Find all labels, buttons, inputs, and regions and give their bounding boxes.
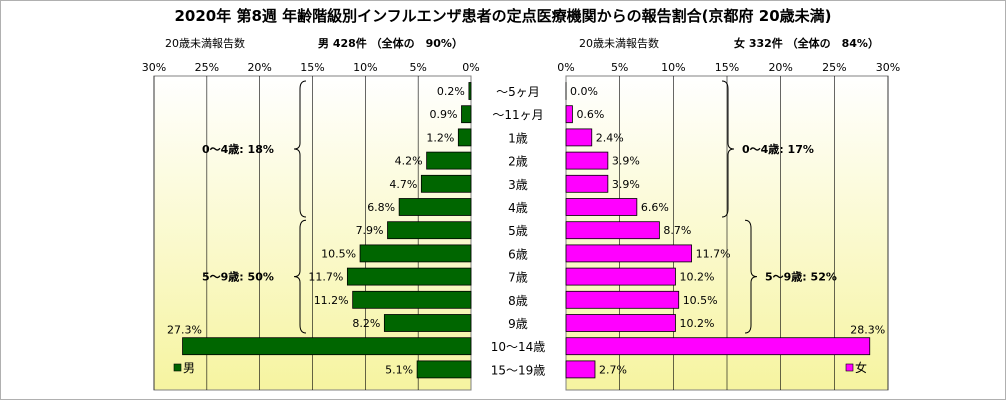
age-category-label: 5歳 (508, 224, 528, 238)
age-category-label: 7歳 (508, 271, 528, 285)
male-value-label: 0.2% (437, 85, 465, 98)
male-subtitle-total: 男 428件 （全体の 90%） (318, 36, 463, 50)
male-tick-label: 20% (247, 61, 271, 74)
female-value-label: 10.5% (683, 294, 718, 307)
male-group-brace (293, 80, 307, 218)
chart-title: 2020年 第8週 年齢階級別インフルエンザ患者の定点医療機関からの報告割合(京… (175, 7, 832, 25)
male-value-label: 4.2% (395, 155, 423, 168)
female-bar (565, 337, 871, 356)
age-category-label: 4歳 (508, 201, 528, 215)
female-subtitle-total: 女 332件 （全体の 84%） (734, 36, 879, 50)
female-value-label: 6.6% (641, 201, 669, 214)
age-category-label: 8歳 (508, 294, 528, 308)
male-value-label: 7.9% (356, 224, 384, 237)
male-value-label: 11.2% (314, 294, 349, 307)
age-category-label: 3歳 (508, 178, 528, 192)
male-value-label: 27.3% (167, 324, 202, 337)
male-tick-label: 5% (409, 61, 426, 74)
female-bar (565, 105, 573, 124)
female-bar (565, 198, 638, 216)
age-category-label: ～11ヶ月 (492, 108, 543, 122)
male-bar (359, 244, 472, 263)
female-value-label: 10.2% (679, 271, 714, 284)
age-category-label: ～5ヶ月 (496, 85, 540, 99)
female-value-label: 3.9% (612, 178, 640, 191)
male-bar (468, 82, 472, 100)
female-legend-label: 女 (855, 360, 867, 375)
female-tick-label: 0% (557, 61, 574, 74)
male-tick-label: 10% (353, 61, 377, 74)
male-legend-swatch (173, 363, 182, 372)
male-bar (416, 360, 472, 379)
age-category-label: 6歳 (508, 247, 528, 261)
male-tick-label: 0% (462, 61, 479, 74)
female-bar (565, 128, 593, 147)
female-tick-label: 30% (876, 61, 900, 74)
female-value-label: 3.9% (612, 155, 640, 168)
male-tick-label: 30% (142, 61, 166, 74)
age-category-label: 9歳 (508, 317, 528, 331)
female-value-label: 2.4% (596, 131, 624, 144)
female-value-label: 8.7% (663, 224, 691, 237)
male-value-label: 4.7% (389, 178, 417, 191)
male-value-label: 6.8% (367, 201, 395, 214)
male-value-label: 10.5% (321, 247, 356, 260)
male-value-label: 8.2% (352, 317, 380, 330)
male-bar (352, 290, 472, 309)
female-value-label: 0.0% (570, 85, 598, 98)
male-value-label: 11.7% (308, 271, 343, 284)
male-bar (398, 198, 472, 216)
male-group-brace (293, 219, 307, 334)
female-tick-label: 5% (611, 61, 628, 74)
male-bar (461, 105, 472, 124)
female-group-label: 0～4歳: 17% (742, 142, 814, 156)
male-legend-label: 男 (183, 361, 195, 375)
male-bar (346, 267, 472, 286)
male-bar (383, 314, 472, 332)
female-value-label: 11.7% (696, 247, 731, 260)
female-bar (565, 174, 609, 193)
female-bar (565, 244, 692, 263)
male-bar (182, 337, 472, 356)
female-group-label: 5～9歳: 52% (765, 270, 837, 284)
male-tick-label: 25% (195, 61, 219, 74)
age-category-label: 15～19歳 (491, 363, 546, 377)
male-bar (420, 174, 472, 193)
female-subtitle-count-label: 20歳未満報告数 (579, 37, 659, 50)
female-bar (565, 290, 680, 309)
female-value-label: 2.7% (599, 363, 627, 376)
male-value-label: 5.1% (385, 363, 413, 376)
female-bar (565, 267, 676, 286)
female-group-brace (744, 219, 758, 334)
female-value-label: 10.2% (679, 317, 714, 330)
female-bar (565, 151, 609, 170)
male-bar (457, 128, 472, 147)
age-category-label: 1歳 (508, 131, 528, 145)
male-group-label: 5～9歳: 50% (202, 270, 274, 284)
age-category-label: 10～14歳 (491, 340, 546, 354)
female-legend-swatch (845, 363, 854, 372)
female-value-label: 0.6% (576, 108, 604, 121)
male-group-label: 0～4歳: 18% (202, 142, 274, 156)
female-bar (565, 221, 660, 240)
female-tick-label: 25% (822, 61, 846, 74)
male-bar (387, 221, 472, 240)
age-category-label: 2歳 (508, 155, 528, 169)
female-tick-label: 20% (768, 61, 792, 74)
female-group-brace (721, 80, 735, 218)
female-bar (565, 314, 676, 332)
female-tick-label: 15% (715, 61, 739, 74)
male-value-label: 0.9% (430, 108, 458, 121)
male-tick-label: 15% (300, 61, 324, 74)
female-tick-label: 10% (661, 61, 685, 74)
male-bar (426, 151, 472, 170)
female-bar (565, 360, 596, 379)
male-subtitle-count-label: 20歳未満報告数 (165, 37, 245, 50)
male-value-label: 1.2% (426, 131, 454, 144)
female-value-label: 28.3% (850, 324, 885, 337)
